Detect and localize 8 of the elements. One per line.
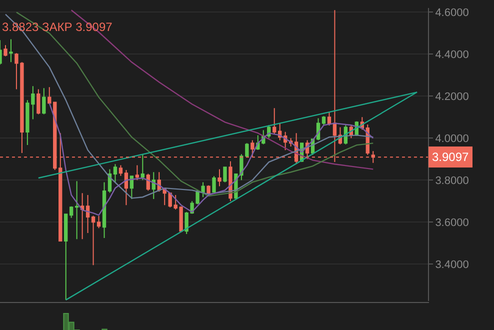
ref-line-label: 3.9097 [432,150,470,164]
y-tick-label: 4.4000 [435,49,469,62]
y-tick-label: 3.4000 [435,258,469,271]
y-tick-label: 3.8000 [435,174,469,187]
y-tick-label: 4.0000 [435,132,469,145]
y-tick-label: 3.6000 [435,216,469,229]
y-tick-label: 4.2000 [435,91,469,103]
y-tick-label: 4.6000 [435,7,469,20]
